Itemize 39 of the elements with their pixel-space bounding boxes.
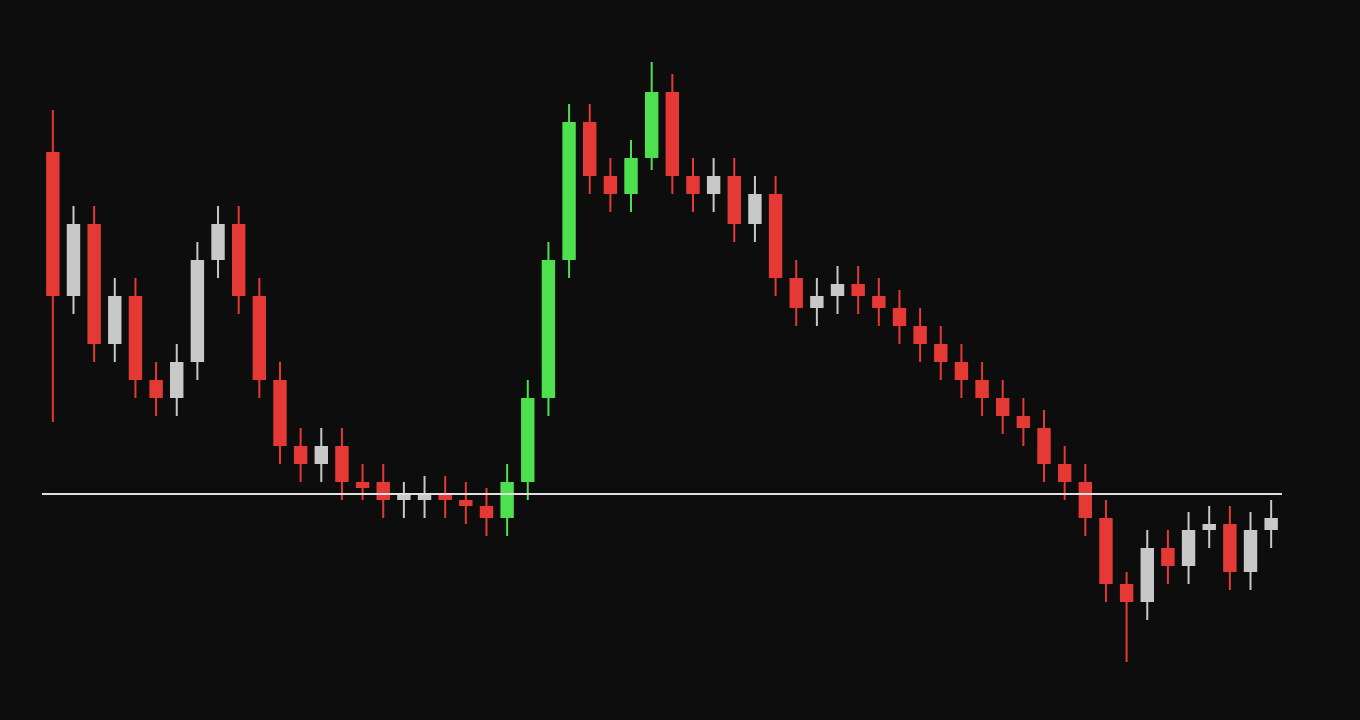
candlestick — [706, 157, 721, 213]
candlestick — [686, 157, 700, 213]
candlestick — [500, 463, 514, 537]
candlestick — [1202, 505, 1216, 549]
candlestick — [872, 277, 886, 327]
candlestick — [1016, 397, 1031, 447]
candlestick — [211, 205, 225, 279]
candlestick — [1078, 463, 1093, 537]
candlestick — [892, 289, 907, 345]
candlestick — [975, 361, 989, 417]
candlestick — [149, 361, 163, 417]
candlestick — [170, 343, 184, 417]
candlestick — [913, 307, 927, 363]
candlestick — [996, 379, 1010, 435]
candlestick — [748, 175, 762, 243]
candlestick — [335, 427, 349, 501]
candlestick — [603, 157, 618, 213]
candlestick — [1223, 505, 1237, 591]
candlestick — [479, 487, 494, 537]
candlestick — [459, 481, 473, 525]
candlestick — [830, 265, 845, 315]
candlestick — [355, 463, 370, 501]
candlestick — [810, 277, 824, 327]
candlestick — [934, 325, 948, 381]
candlestick — [789, 259, 803, 327]
candlestick — [1037, 409, 1051, 483]
candlestick — [1243, 511, 1258, 591]
candlestick — [624, 139, 638, 213]
candlestick — [1181, 511, 1196, 585]
candlestick — [1161, 529, 1175, 585]
candlestick — [1057, 445, 1072, 501]
candlestick — [314, 427, 328, 483]
candlestick — [108, 277, 122, 363]
candlestick — [954, 343, 969, 399]
candlestick — [1119, 571, 1134, 663]
candlestick — [727, 157, 741, 243]
candlestick — [1264, 499, 1278, 549]
candlestick — [293, 427, 308, 483]
candlestick — [851, 265, 865, 315]
